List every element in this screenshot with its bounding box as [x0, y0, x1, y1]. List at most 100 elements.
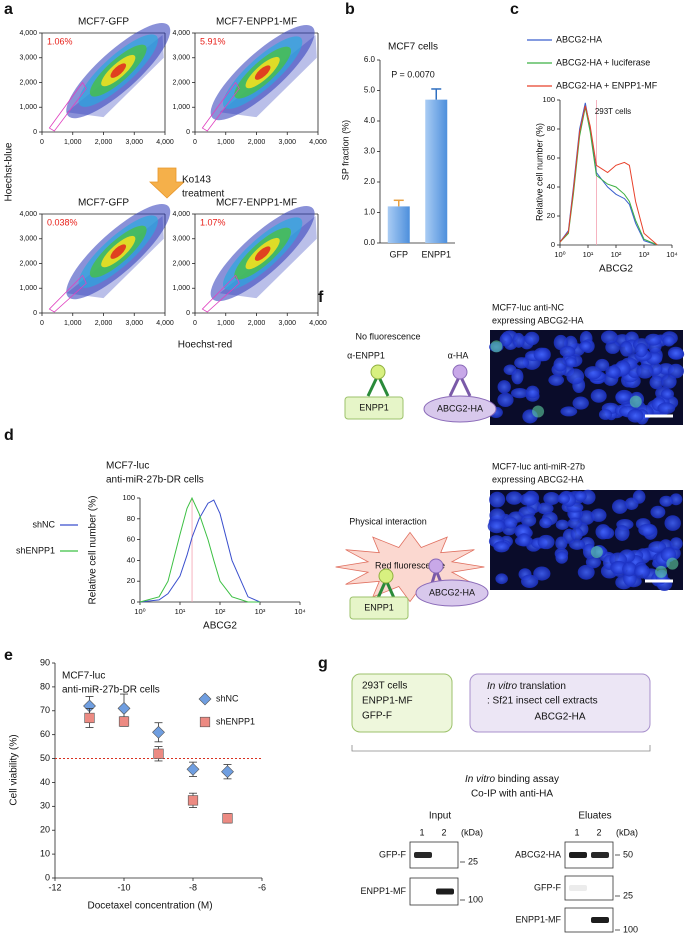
panel-label: f — [318, 289, 324, 306]
y-tick-label: 1,000 — [172, 285, 190, 292]
histogram-line — [139, 496, 260, 603]
green-cell — [590, 545, 603, 558]
assay-text: Co-IP with anti-HA — [471, 789, 553, 800]
nucleus — [661, 374, 677, 389]
marker — [84, 712, 95, 724]
x-tick-label: 10⁰ — [134, 607, 145, 616]
row-label: GFP-F — [534, 882, 561, 892]
bar — [425, 99, 448, 244]
nucleus — [514, 357, 530, 369]
protein-label: ABCG2-HA — [437, 403, 483, 413]
nucleus — [555, 519, 569, 530]
nucleus — [520, 514, 537, 527]
x-tick-label: 4,000 — [309, 139, 327, 146]
green-cell — [490, 340, 503, 353]
y-tick-label: 1,000 — [172, 104, 190, 111]
panel-label: c — [510, 1, 519, 18]
x-axis-label: Hoechst-red — [178, 340, 232, 351]
x-tick-label: 10² — [215, 607, 226, 616]
x-tick-label: 3,000 — [278, 139, 296, 146]
y-tick-label: 2.0 — [364, 177, 376, 186]
gate-percent: 5.91% — [200, 36, 226, 46]
caption: expressing ABCG2-HA — [492, 474, 584, 484]
y-tick-label: 0.0 — [364, 238, 376, 247]
y-tick-label: 6.0 — [364, 55, 376, 64]
x-tick-label: 10⁰ — [554, 250, 565, 259]
gate — [201, 81, 240, 132]
x-tick-label: 0 — [40, 139, 44, 146]
y-tick-label: 4,000 — [172, 30, 190, 37]
unit-label: (kDa) — [616, 827, 638, 837]
nucleus — [624, 497, 639, 510]
marker-label: 25 — [468, 856, 478, 866]
green-cell — [629, 395, 642, 408]
antibody: α-HA — [448, 350, 469, 360]
x-tick-label: 10² — [611, 250, 622, 259]
antibody-head — [428, 558, 444, 574]
row-label: ENPP1-MF — [360, 886, 406, 896]
nucleus — [489, 491, 506, 508]
legend-label: shNC — [32, 519, 55, 529]
nucleus — [505, 491, 523, 505]
caption: MCF7-luc anti-miR-27b — [492, 461, 585, 471]
density-cloud — [110, 244, 127, 259]
lane-label: 1 — [419, 827, 424, 837]
nucleus — [569, 539, 586, 550]
nucleus — [662, 334, 676, 347]
band — [569, 852, 587, 858]
nucleus — [650, 505, 666, 519]
x-tick-label: -12 — [48, 882, 61, 892]
y-tick-label: 60 — [547, 153, 555, 162]
nucleus — [537, 534, 555, 550]
marker — [187, 795, 199, 806]
x-tick-label: 0 — [193, 320, 197, 327]
legend-label: ABCG2-HA — [556, 34, 602, 44]
panel-label: d — [4, 427, 14, 444]
y-tick-label: 70 — [40, 705, 50, 715]
y-tick-label: 100 — [542, 95, 555, 104]
y-tick-label: 20 — [40, 825, 50, 835]
band — [591, 852, 609, 858]
chart-title: MCF7 cells — [388, 42, 438, 53]
y-tick-label: 10 — [40, 848, 50, 858]
y-tick-label: 0 — [33, 310, 37, 317]
caption: MCF7-luc anti-NC — [492, 302, 565, 312]
protein-label: ABCG2-HA — [429, 587, 475, 597]
marker — [153, 748, 164, 759]
header: Physical interaction — [349, 516, 427, 526]
y-tick-label: 3,000 — [172, 55, 190, 62]
y-tick-label: 80 — [40, 681, 50, 691]
x-axis-label: ABCG2 — [203, 621, 237, 632]
nucleus — [660, 388, 674, 400]
nucleus — [572, 396, 589, 410]
nucleus — [615, 391, 631, 403]
nucleus — [557, 493, 570, 504]
plot-title: MCF7-GFP — [78, 198, 129, 209]
y-tick-label: 3,000 — [19, 236, 37, 243]
unit-label: (kDa) — [461, 827, 483, 837]
marker — [221, 765, 234, 779]
nucleus — [536, 502, 554, 515]
lane-label: 2 — [441, 827, 446, 837]
nucleus — [510, 387, 529, 399]
nucleus — [634, 564, 651, 579]
nucleus — [605, 365, 621, 378]
nucleus — [648, 541, 667, 553]
nucleus — [487, 519, 506, 534]
nucleus — [548, 374, 565, 386]
y-tick-label: 20 — [127, 576, 135, 585]
y-axis-label: Relative cell number (%) — [534, 123, 544, 221]
nucleus — [567, 517, 583, 529]
box-text: GFP-F — [362, 711, 392, 722]
green-cell — [532, 405, 545, 418]
nucleus — [525, 385, 540, 399]
y-tick-label: 50 — [40, 753, 50, 763]
nucleus — [635, 343, 648, 358]
green-cell — [666, 557, 679, 570]
nucleus — [497, 392, 514, 408]
text: translation — [517, 681, 566, 692]
chart-title: MCF7-luc — [62, 671, 105, 682]
marker — [222, 813, 233, 824]
x-tick-label: 10¹ — [583, 250, 594, 259]
